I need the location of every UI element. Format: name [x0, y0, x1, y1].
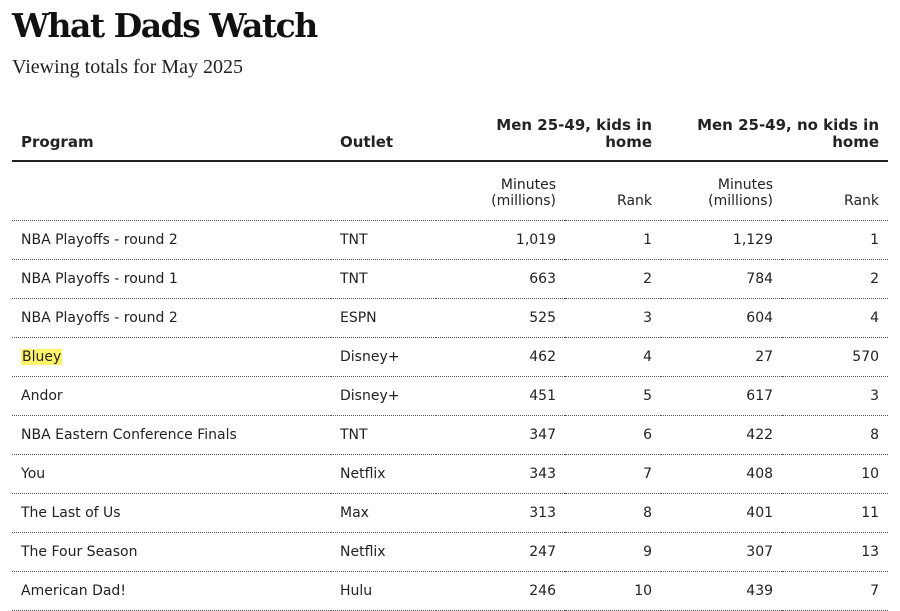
- cell-outlet: TNT: [331, 415, 436, 455]
- cell-nokids-minutes: 307: [661, 532, 783, 572]
- cell-kids-rank: 2: [565, 259, 662, 299]
- cell-nokids-rank: 570: [782, 337, 889, 377]
- cell-outlet: Max: [331, 493, 436, 533]
- table-row: You Netflix 343 7 408 10: [12, 454, 889, 494]
- page-subtitle: Viewing totals for May 2025: [12, 56, 243, 78]
- subheader-kids-rank: Rank: [565, 161, 662, 221]
- cell-nokids-rank: 7: [782, 571, 889, 611]
- cell-kids-rank: 8: [565, 493, 662, 533]
- subheader-kids-minutes: Minutes (millions): [436, 161, 565, 221]
- header-row: Program Outlet Men 25-49, kids in home M…: [12, 103, 889, 161]
- cell-kids-minutes: 343: [436, 454, 565, 494]
- subheader-nokids-rank: Rank: [782, 161, 889, 221]
- cell-program: American Dad!: [12, 571, 331, 611]
- cell-nokids-minutes: 408: [661, 454, 783, 494]
- cell-nokids-rank: 2: [782, 259, 889, 299]
- cell-kids-rank: 5: [565, 376, 662, 416]
- cell-program: NBA Playoffs - round 2: [12, 220, 331, 260]
- cell-program: The Four Season: [12, 532, 331, 572]
- subheader-row: Minutes (millions) Rank Minutes (million…: [12, 161, 889, 221]
- cell-program: NBA Eastern Conference Finals: [12, 415, 331, 455]
- cell-kids-rank: 1: [565, 220, 662, 260]
- table-body: NBA Playoffs - round 2 TNT 1,019 1 1,129 1 NBA…: [12, 220, 889, 611]
- cell-nokids-rank: 10: [782, 454, 889, 494]
- cell-kids-minutes: 1,019: [436, 220, 565, 260]
- group-header-kids: Men 25-49, kids in home: [496, 116, 653, 151]
- table-row: NBA Playoffs - round 2 TNT 1,019 1 1,129 1: [12, 220, 889, 260]
- cell-nokids-minutes: 422: [661, 415, 783, 455]
- cell-outlet: ESPN: [331, 298, 436, 338]
- cell-nokids-rank: 1: [782, 220, 889, 260]
- cell-kids-minutes: 462: [436, 337, 565, 377]
- cell-nokids-rank: 13: [782, 532, 889, 572]
- table-header: Program Outlet Men 25-49, kids in home M…: [12, 103, 889, 221]
- cell-nokids-minutes: 439: [661, 571, 783, 611]
- table-row: NBA Playoffs - round 1 TNT 663 2 784 2: [12, 259, 889, 299]
- table-row: NBA Eastern Conference Finals TNT 347 6 422 8: [12, 415, 889, 455]
- highlighted-program-label: Bluey: [21, 349, 63, 365]
- table-row: Bluey Disney+ 462 4 27 570: [12, 337, 889, 377]
- cell-nokids-minutes: 617: [661, 376, 783, 416]
- table-row: The Last of Us Max 313 8 401 11: [12, 493, 889, 533]
- cell-kids-minutes: 247: [436, 532, 565, 572]
- viewing-table: Program Outlet Men 25-49, kids in home M…: [12, 103, 889, 611]
- cell-outlet: TNT: [331, 259, 436, 299]
- cell-kids-rank: 3: [565, 298, 662, 338]
- cell-program: NBA Playoffs - round 2: [12, 298, 331, 338]
- cell-nokids-rank: 11: [782, 493, 889, 533]
- cell-kids-minutes: 246: [436, 571, 565, 611]
- group-header-no-kids: Men 25-49, no kids in home: [697, 116, 880, 151]
- cell-nokids-rank: 8: [782, 415, 889, 455]
- column-header-outlet: Outlet: [340, 133, 394, 151]
- cell-kids-minutes: 525: [436, 298, 565, 338]
- cell-nokids-minutes: 27: [661, 337, 783, 377]
- cell-kids-minutes: 313: [436, 493, 565, 533]
- cell-program: Bluey: [12, 337, 331, 377]
- cell-nokids-rank: 3: [782, 376, 889, 416]
- cell-kids-minutes: 663: [436, 259, 565, 299]
- cell-outlet: Netflix: [331, 454, 436, 494]
- subheader-empty-program: [12, 161, 331, 221]
- cell-nokids-rank: 4: [782, 298, 889, 338]
- table-row: NBA Playoffs - round 2 ESPN 525 3 604 4: [12, 298, 889, 338]
- cell-nokids-minutes: 604: [661, 298, 783, 338]
- cell-outlet: Hulu: [331, 571, 436, 611]
- cell-kids-rank: 7: [565, 454, 662, 494]
- cell-nokids-minutes: 401: [661, 493, 783, 533]
- cell-kids-minutes: 451: [436, 376, 565, 416]
- cell-kids-rank: 9: [565, 532, 662, 572]
- cell-kids-rank: 6: [565, 415, 662, 455]
- cell-outlet: Disney+: [331, 376, 436, 416]
- cell-outlet: TNT: [331, 220, 436, 260]
- column-header-program: Program: [21, 133, 94, 151]
- subheader-empty-outlet: [331, 161, 436, 221]
- subheader-nokids-minutes: Minutes (millions): [661, 161, 783, 221]
- cell-program: Andor: [12, 376, 331, 416]
- cell-kids-rank: 4: [565, 337, 662, 377]
- cell-program: You: [12, 454, 331, 494]
- cell-program: The Last of Us: [12, 493, 331, 533]
- cell-outlet: Netflix: [331, 532, 436, 572]
- table-row: The Four Season Netflix 247 9 307 13: [12, 532, 889, 572]
- cell-program: NBA Playoffs - round 1: [12, 259, 331, 299]
- table-row: American Dad! Hulu 246 10 439 7: [12, 571, 889, 611]
- cell-nokids-minutes: 784: [661, 259, 783, 299]
- page-title: What Dads Watch: [12, 6, 318, 45]
- cell-nokids-minutes: 1,129: [661, 220, 783, 260]
- cell-kids-rank: 10: [565, 571, 662, 611]
- table-row: Andor Disney+ 451 5 617 3: [12, 376, 889, 416]
- cell-outlet: Disney+: [331, 337, 436, 377]
- cell-kids-minutes: 347: [436, 415, 565, 455]
